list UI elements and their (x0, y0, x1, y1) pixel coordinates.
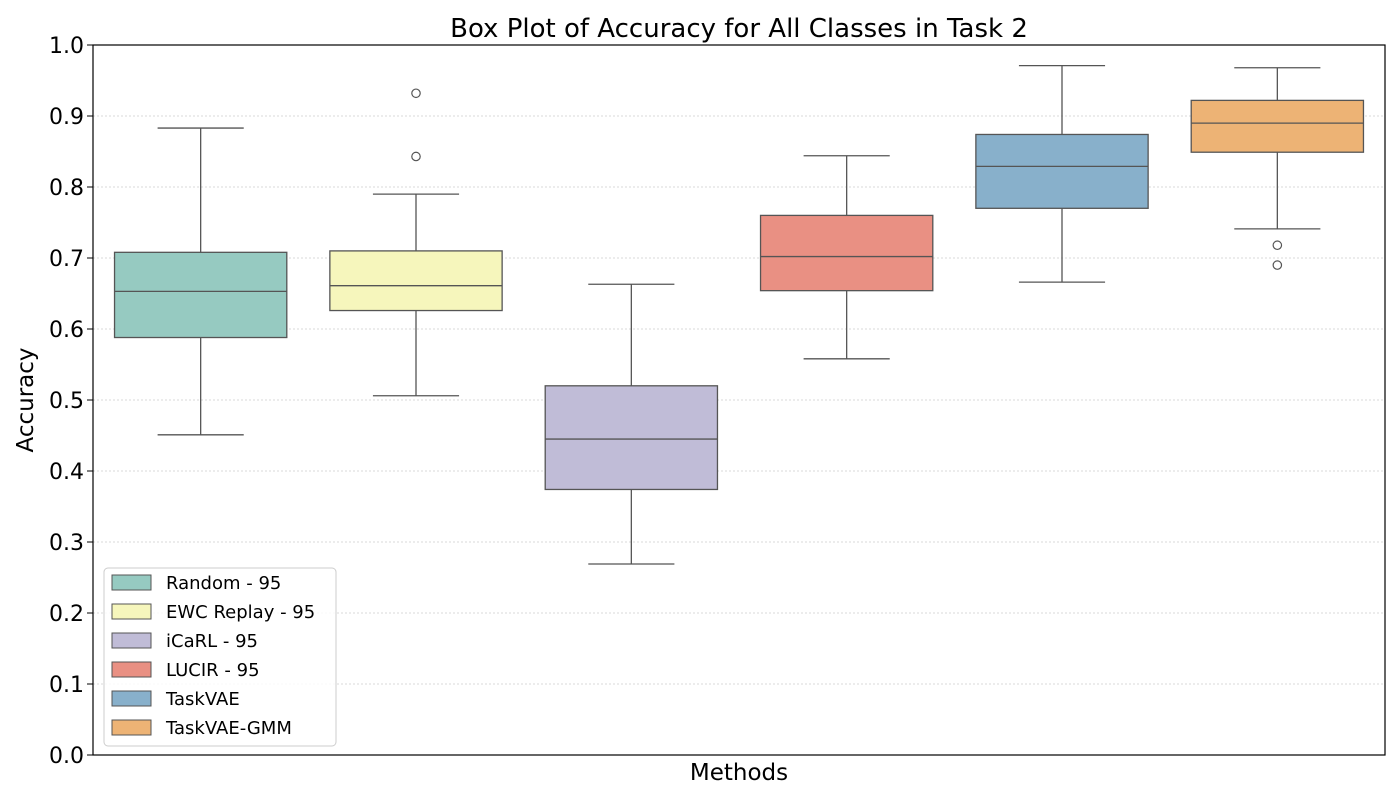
box-6 (1190, 67, 1365, 270)
grid-lines (93, 115, 1385, 685)
legend-item: TaskVAE-GMM (111, 718, 292, 739)
legend-label: TaskVAE-GMM (165, 718, 292, 739)
chart-title: Box Plot of Accuracy for All Classes in … (450, 14, 1028, 44)
legend-item: Random - 95 (111, 573, 281, 594)
legend-label: TaskVAE (165, 689, 240, 710)
y-tick-label: 0.4 (49, 460, 84, 485)
box-5 (975, 64, 1149, 283)
outlier-point (1272, 260, 1283, 270)
legend-label: iCaRL - 95 (166, 631, 258, 652)
y-tick-label: 0.3 (49, 531, 84, 556)
legend-item: TaskVAE (111, 689, 240, 710)
y-tick-label: 0.0 (49, 744, 84, 769)
legend-label: Random - 95 (166, 573, 281, 594)
box-4 (759, 155, 934, 360)
outlier-point (411, 151, 421, 162)
y-tick-label: 0.9 (49, 105, 84, 130)
legend-swatch (111, 719, 152, 736)
y-tick-label: 0.7 (49, 247, 84, 272)
y-tick-label: 0.5 (49, 389, 84, 414)
iqr-box (975, 133, 1149, 209)
outlier-point (411, 88, 421, 99)
legend-item: iCaRL - 95 (111, 631, 258, 652)
box-3 (544, 283, 719, 565)
y-tick-label: 0.6 (49, 318, 84, 343)
legend-swatch (111, 661, 152, 678)
y-tick-label: 0.1 (49, 673, 84, 698)
legend-swatch (111, 603, 152, 620)
legend-swatch (111, 574, 152, 591)
legend: Random - 95 EWC Replay - 95 iCaRL - 95 LUCI… (103, 567, 337, 747)
legend-swatch (111, 632, 152, 649)
legend-item: EWC Replay - 95 (111, 602, 315, 623)
iqr-box (1190, 99, 1365, 153)
y-tick-label: 0.8 (49, 176, 84, 201)
iqr-box (544, 385, 719, 491)
legend-item: LUCIR - 95 (111, 660, 260, 681)
plot-frame (92, 44, 1386, 756)
y-tick-label: 1.0 (49, 34, 84, 59)
box-2 (329, 88, 503, 397)
box-1 (113, 127, 288, 436)
iqr-box (329, 250, 503, 312)
legend-frame (103, 567, 337, 747)
iqr-box (113, 251, 288, 339)
iqr-box (759, 214, 934, 292)
legend-label: EWC Replay - 95 (166, 602, 315, 623)
y-axis: 0.0 0.1 0.2 0.3 0.4 0.5 0.6 0.7 0.8 0.9 1.0 (49, 34, 93, 769)
outlier-point (1272, 240, 1283, 251)
box-series (113, 64, 1365, 565)
legend-label: LUCIR - 95 (166, 660, 260, 681)
legend-swatch (111, 690, 152, 707)
x-axis-title: Methods (690, 760, 788, 786)
y-tick-label: 0.2 (49, 602, 84, 627)
y-axis-title: Accuracy (13, 347, 39, 452)
